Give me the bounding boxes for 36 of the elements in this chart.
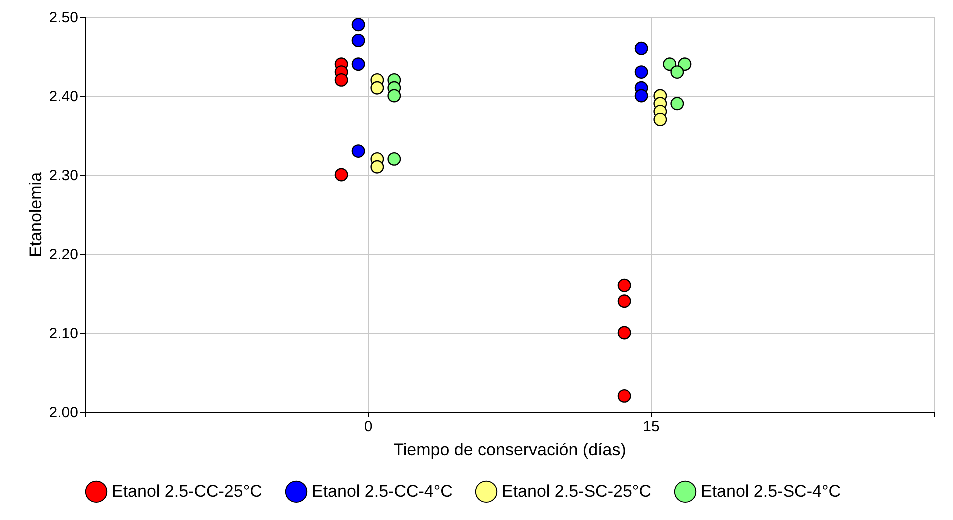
point (618, 326, 632, 340)
x-axis-title: Tiempo de conservación (días) (394, 440, 626, 460)
point (618, 389, 632, 403)
point (678, 58, 692, 72)
point (370, 81, 384, 95)
point (634, 42, 648, 56)
point (352, 34, 366, 48)
point (370, 160, 384, 174)
y-tick-label: 2.20 (49, 246, 78, 264)
y-tick-label: 2.30 (49, 168, 78, 184)
point (618, 278, 632, 292)
legend-label: Etanol 2.5-SC-4°C (701, 482, 842, 501)
y-tick-label: 2.00 (49, 404, 78, 422)
point (334, 73, 348, 87)
point (352, 18, 366, 32)
x-tick-label: 0 (364, 418, 373, 436)
point (634, 89, 648, 103)
point (654, 112, 668, 126)
point (352, 144, 366, 158)
y-tick-label: 2.50 (49, 10, 78, 26)
point (634, 66, 648, 80)
y-tick-label: 2.10 (49, 326, 78, 342)
legend-label: Etanol 2.5-CC-4°C (312, 482, 453, 501)
point (618, 294, 632, 308)
legend-label: Etanol 2.5-SC-25°C (502, 482, 652, 501)
point (388, 89, 402, 103)
y-axis-title: Etanolemia (26, 172, 46, 258)
point (352, 58, 366, 72)
y-tick-label: 2.40 (49, 88, 78, 106)
point (388, 152, 402, 166)
point (670, 97, 684, 111)
legend-label: Etanol 2.5-CC-25°C (112, 482, 262, 501)
point (663, 58, 677, 72)
point (670, 66, 684, 80)
point (334, 168, 348, 182)
x-tick-label: 15 (643, 418, 660, 436)
